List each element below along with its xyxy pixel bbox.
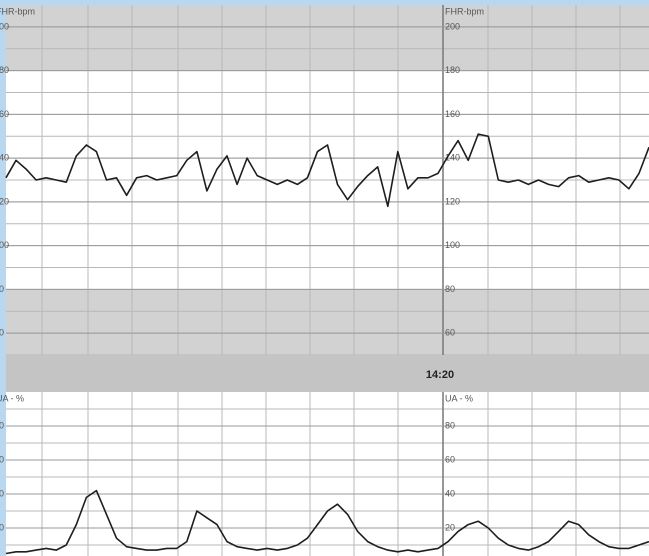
- y-tick-label: 140: [0, 153, 9, 163]
- y-tick-label: 200: [0, 21, 9, 31]
- y-tick-label: 60: [0, 328, 4, 338]
- y-axis-label: UA - %: [445, 393, 473, 403]
- shade-band: [6, 5, 649, 71]
- shade-band: [6, 289, 649, 355]
- time-marker: 14:20: [426, 369, 454, 381]
- trace: [5, 133, 649, 208]
- y-axis-label: UA - %: [0, 393, 24, 403]
- y-tick-label: 80: [445, 284, 455, 294]
- y-tick-label: 80: [0, 420, 4, 430]
- panel-bg: [6, 392, 649, 556]
- y-tick-label: 60: [0, 454, 4, 464]
- y-tick-label: 200: [445, 21, 460, 31]
- y-tick-label: 140: [445, 153, 460, 163]
- y-tick-label: 20: [0, 522, 4, 532]
- y-tick-label: 120: [445, 196, 460, 206]
- y-tick-label: 80: [0, 284, 4, 294]
- panel: 20 20 40 40 60 60 80 80 UA - % UA - %: [0, 392, 649, 556]
- y-tick-label: 40: [0, 488, 4, 498]
- y-tick-label: 180: [445, 65, 460, 75]
- y-tick-label: 160: [445, 109, 460, 119]
- y-tick-label: 60: [445, 328, 455, 338]
- trace: [5, 489, 649, 555]
- y-tick-label: 180: [0, 65, 9, 75]
- y-tick-label: 80: [445, 420, 455, 430]
- y-tick-label: 120: [0, 196, 9, 206]
- y-tick-label: 20: [445, 522, 455, 532]
- panel: 60 60 80 80 100 100 120 120 140 140 160 160 180 180 20…: [0, 5, 649, 356]
- y-tick-label: 40: [445, 488, 455, 498]
- y-tick-label: 160: [0, 109, 9, 119]
- y-tick-label: 100: [445, 240, 460, 250]
- time-band: [6, 355, 649, 392]
- y-axis-label: FHR-bpm: [0, 6, 35, 16]
- y-axis-label: FHR-bpm: [445, 6, 484, 16]
- y-tick-label: 100: [0, 240, 9, 250]
- y-tick-label: 60: [445, 454, 455, 464]
